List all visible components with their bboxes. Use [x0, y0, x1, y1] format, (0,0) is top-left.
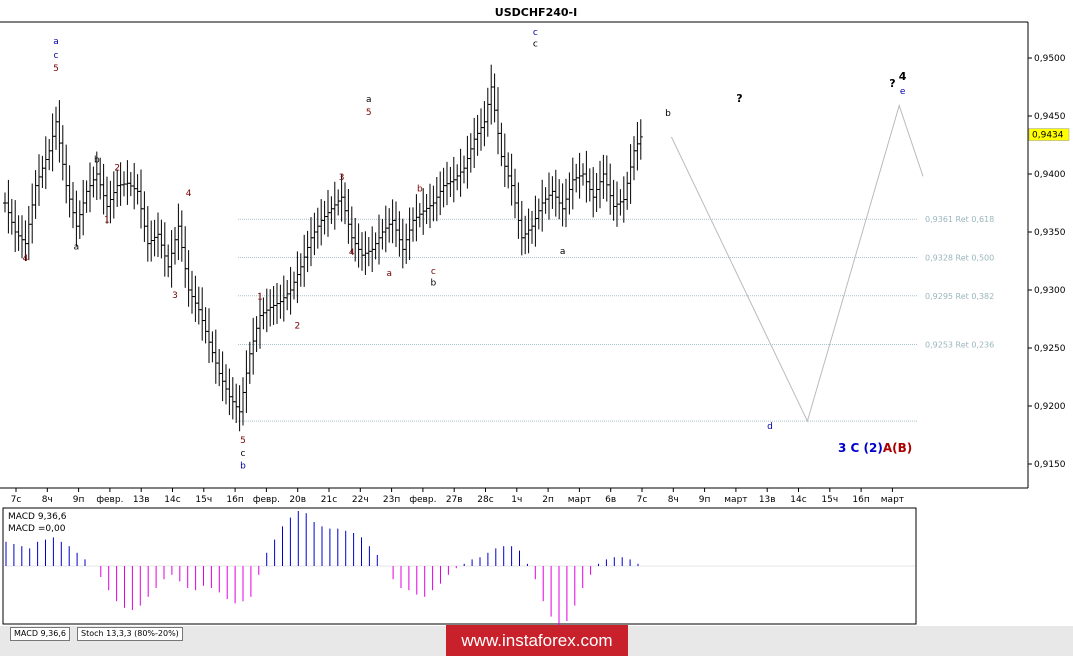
time-tick-label-0: 7с	[11, 495, 22, 505]
time-tick-label-7: 16п	[226, 495, 243, 505]
chart-title: USDCHF240-I	[495, 6, 577, 19]
tab-macd[interactable]: MACD 9,36,6	[10, 627, 70, 641]
wave-label-24: c	[533, 39, 538, 49]
time-tick-label-13: февр.	[409, 495, 436, 505]
time-tick-label-26: 15ч	[821, 495, 838, 505]
wave-label-0: a	[53, 37, 59, 47]
price-tick-label-1: 0,9450	[1034, 112, 1066, 122]
price-tick-label-6: 0,9200	[1034, 402, 1066, 412]
price-axis-ticks: 0,9500 0,9450 0,9400 0,9350 0,9300 0,9250 0,92…	[1028, 54, 1070, 470]
wave-label-21: c	[431, 267, 436, 277]
wave-label-17: a	[366, 95, 372, 105]
time-tick-label-27: 16п	[852, 495, 869, 505]
wave-label-29: ?	[889, 77, 895, 90]
watermark-badge[interactable]: www.instaforex.com	[446, 625, 628, 656]
fib-label-3: 0,9253 Ret 0,236	[925, 341, 994, 350]
wave-label-23: c	[533, 28, 538, 38]
time-tick-label-25: 14с	[790, 495, 806, 505]
wave-label-30: 4	[899, 70, 907, 83]
wave-label-14: 2	[295, 321, 301, 331]
time-tick-label-19: 6в	[605, 495, 616, 505]
tab-stoch[interactable]: Stoch 13,3,3 (80%-20%)	[77, 627, 183, 641]
time-tick-label-24: 13в	[759, 495, 776, 505]
wave-label-12: b	[240, 462, 246, 472]
time-tick-label-11: 22ч	[352, 495, 369, 505]
time-tick-label-20: 7с	[637, 495, 648, 505]
wave-label-3: 4	[23, 254, 29, 264]
wave-label-11: c	[241, 449, 246, 459]
time-tick-label-15: 28с	[477, 495, 493, 505]
fibonacci-levels: 0,9361 Ret 0,618 0,9328 Ret 0,500 0,9295 R…	[238, 215, 994, 422]
price-bars	[3, 64, 643, 432]
wave-label-2: 5	[53, 64, 59, 74]
price-tick-label-4: 0,9300	[1034, 286, 1066, 296]
time-tick-label-28: март	[881, 495, 904, 505]
wave-count-part-3: A	[883, 441, 893, 455]
macd-signal-label: MACD 9,36,6	[8, 512, 67, 522]
macd-histogram	[4, 511, 915, 626]
wave-label-20: b	[417, 184, 423, 194]
wave-label-22: b	[431, 278, 437, 288]
wave-label-5: b	[94, 155, 100, 165]
time-tick-label-9: 20в	[289, 495, 306, 505]
wave-count-part-1: C	[846, 441, 863, 455]
time-tick-label-17: 2п	[542, 495, 554, 505]
wave-count-part-4: (B)	[892, 441, 912, 455]
wave-count-part-2: (2)	[864, 441, 883, 455]
wave-projection	[670, 103, 924, 423]
wave-label-1: c	[54, 51, 59, 61]
time-tick-label-8: февр.	[253, 495, 280, 505]
price-tick-label-3: 0,9350	[1034, 228, 1066, 238]
time-tick-label-6: 15ч	[195, 495, 212, 505]
wave-label-31: e	[900, 87, 906, 97]
wave-label-19: a	[386, 269, 392, 279]
time-tick-label-22: 9п	[699, 495, 711, 505]
price-tick-label-5: 0,9250	[1034, 344, 1066, 354]
time-tick-label-5: 14с	[164, 495, 180, 505]
fib-label-1: 0,9328 Ret 0,500	[925, 254, 994, 263]
wave-label-9: 3	[172, 291, 178, 301]
current-price-box	[1028, 128, 1070, 141]
wave-count-annotation: 3 C (2)A(B)	[838, 441, 912, 455]
fib-label-0: 0,9361 Ret 0,618	[925, 215, 994, 224]
wave-label-7: 1	[104, 216, 110, 226]
macd-panel-border	[2, 507, 917, 625]
projection-line	[670, 103, 924, 423]
time-tick-label-18: март	[568, 495, 591, 505]
wave-label-13: 1	[257, 292, 263, 302]
wave-label-27: ?	[736, 92, 742, 105]
wave-label-4: a	[74, 242, 80, 252]
current-price-label: 0,9434	[1032, 131, 1064, 141]
time-tick-label-1: 8ч	[42, 495, 53, 505]
time-tick-label-14: 27в	[446, 495, 463, 505]
wave-label-15: 3	[339, 173, 345, 183]
fib-label-2: 0,9295 Ret 0,382	[925, 292, 994, 301]
price-tick-label-0: 0,9500	[1034, 54, 1066, 64]
macd-value-label: MACD =0,00	[8, 524, 66, 534]
wave-count-part-0: 3	[838, 441, 846, 455]
time-tick-label-10: 21с	[321, 495, 337, 505]
time-tick-label-2: 9п	[73, 495, 85, 505]
price-tick-label-2: 0,9400	[1034, 170, 1066, 180]
wave-label-18: 5	[366, 108, 372, 118]
wave-label-25: a	[560, 247, 566, 257]
time-axis-ticks: 7с 8ч 9п февр. 13в 14с 15ч 16п февр. 20в 21с 22ч 23п…	[11, 488, 904, 505]
time-tick-label-12: 23п	[383, 495, 400, 505]
time-tick-label-3: февр.	[96, 495, 123, 505]
time-tick-label-16: 1ч	[511, 495, 522, 505]
wave-label-8: 4	[186, 189, 192, 199]
time-tick-label-21: 8ч	[668, 495, 679, 505]
time-tick-label-4: 13в	[133, 495, 150, 505]
wave-label-26: b	[665, 109, 671, 119]
wave-label-10: 5	[240, 436, 246, 446]
wave-label-16: 4	[349, 248, 355, 258]
price-tick-label-7: 0,9150	[1034, 460, 1066, 470]
wave-label-6: 2	[114, 164, 120, 174]
wave-label-28: d	[767, 422, 773, 432]
time-tick-label-23: март	[724, 495, 747, 505]
